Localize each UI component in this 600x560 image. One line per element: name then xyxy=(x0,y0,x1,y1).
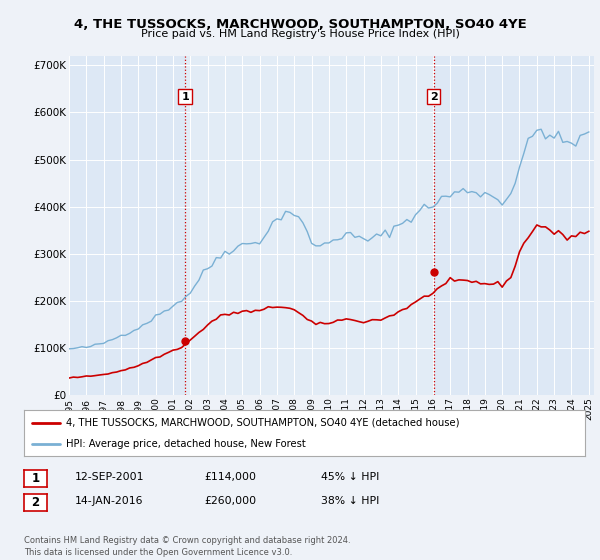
Bar xyxy=(185,56,434,395)
Text: £260,000: £260,000 xyxy=(204,496,256,506)
Text: 14-JAN-2016: 14-JAN-2016 xyxy=(75,496,143,506)
Text: 2: 2 xyxy=(31,496,40,509)
Text: 45% ↓ HPI: 45% ↓ HPI xyxy=(321,472,379,482)
Text: 4, THE TUSSOCKS, MARCHWOOD, SOUTHAMPTON, SO40 4YE (detached house): 4, THE TUSSOCKS, MARCHWOOD, SOUTHAMPTON,… xyxy=(66,418,460,428)
Text: 4, THE TUSSOCKS, MARCHWOOD, SOUTHAMPTON, SO40 4YE: 4, THE TUSSOCKS, MARCHWOOD, SOUTHAMPTON,… xyxy=(74,18,526,31)
Text: £114,000: £114,000 xyxy=(204,472,256,482)
Text: 2: 2 xyxy=(430,92,437,102)
Text: 1: 1 xyxy=(181,92,189,102)
Text: HPI: Average price, detached house, New Forest: HPI: Average price, detached house, New … xyxy=(66,439,306,449)
Text: 38% ↓ HPI: 38% ↓ HPI xyxy=(321,496,379,506)
Text: Contains HM Land Registry data © Crown copyright and database right 2024.
This d: Contains HM Land Registry data © Crown c… xyxy=(24,536,350,557)
Text: Price paid vs. HM Land Registry's House Price Index (HPI): Price paid vs. HM Land Registry's House … xyxy=(140,29,460,39)
Text: 12-SEP-2001: 12-SEP-2001 xyxy=(75,472,145,482)
Text: 1: 1 xyxy=(31,472,40,485)
